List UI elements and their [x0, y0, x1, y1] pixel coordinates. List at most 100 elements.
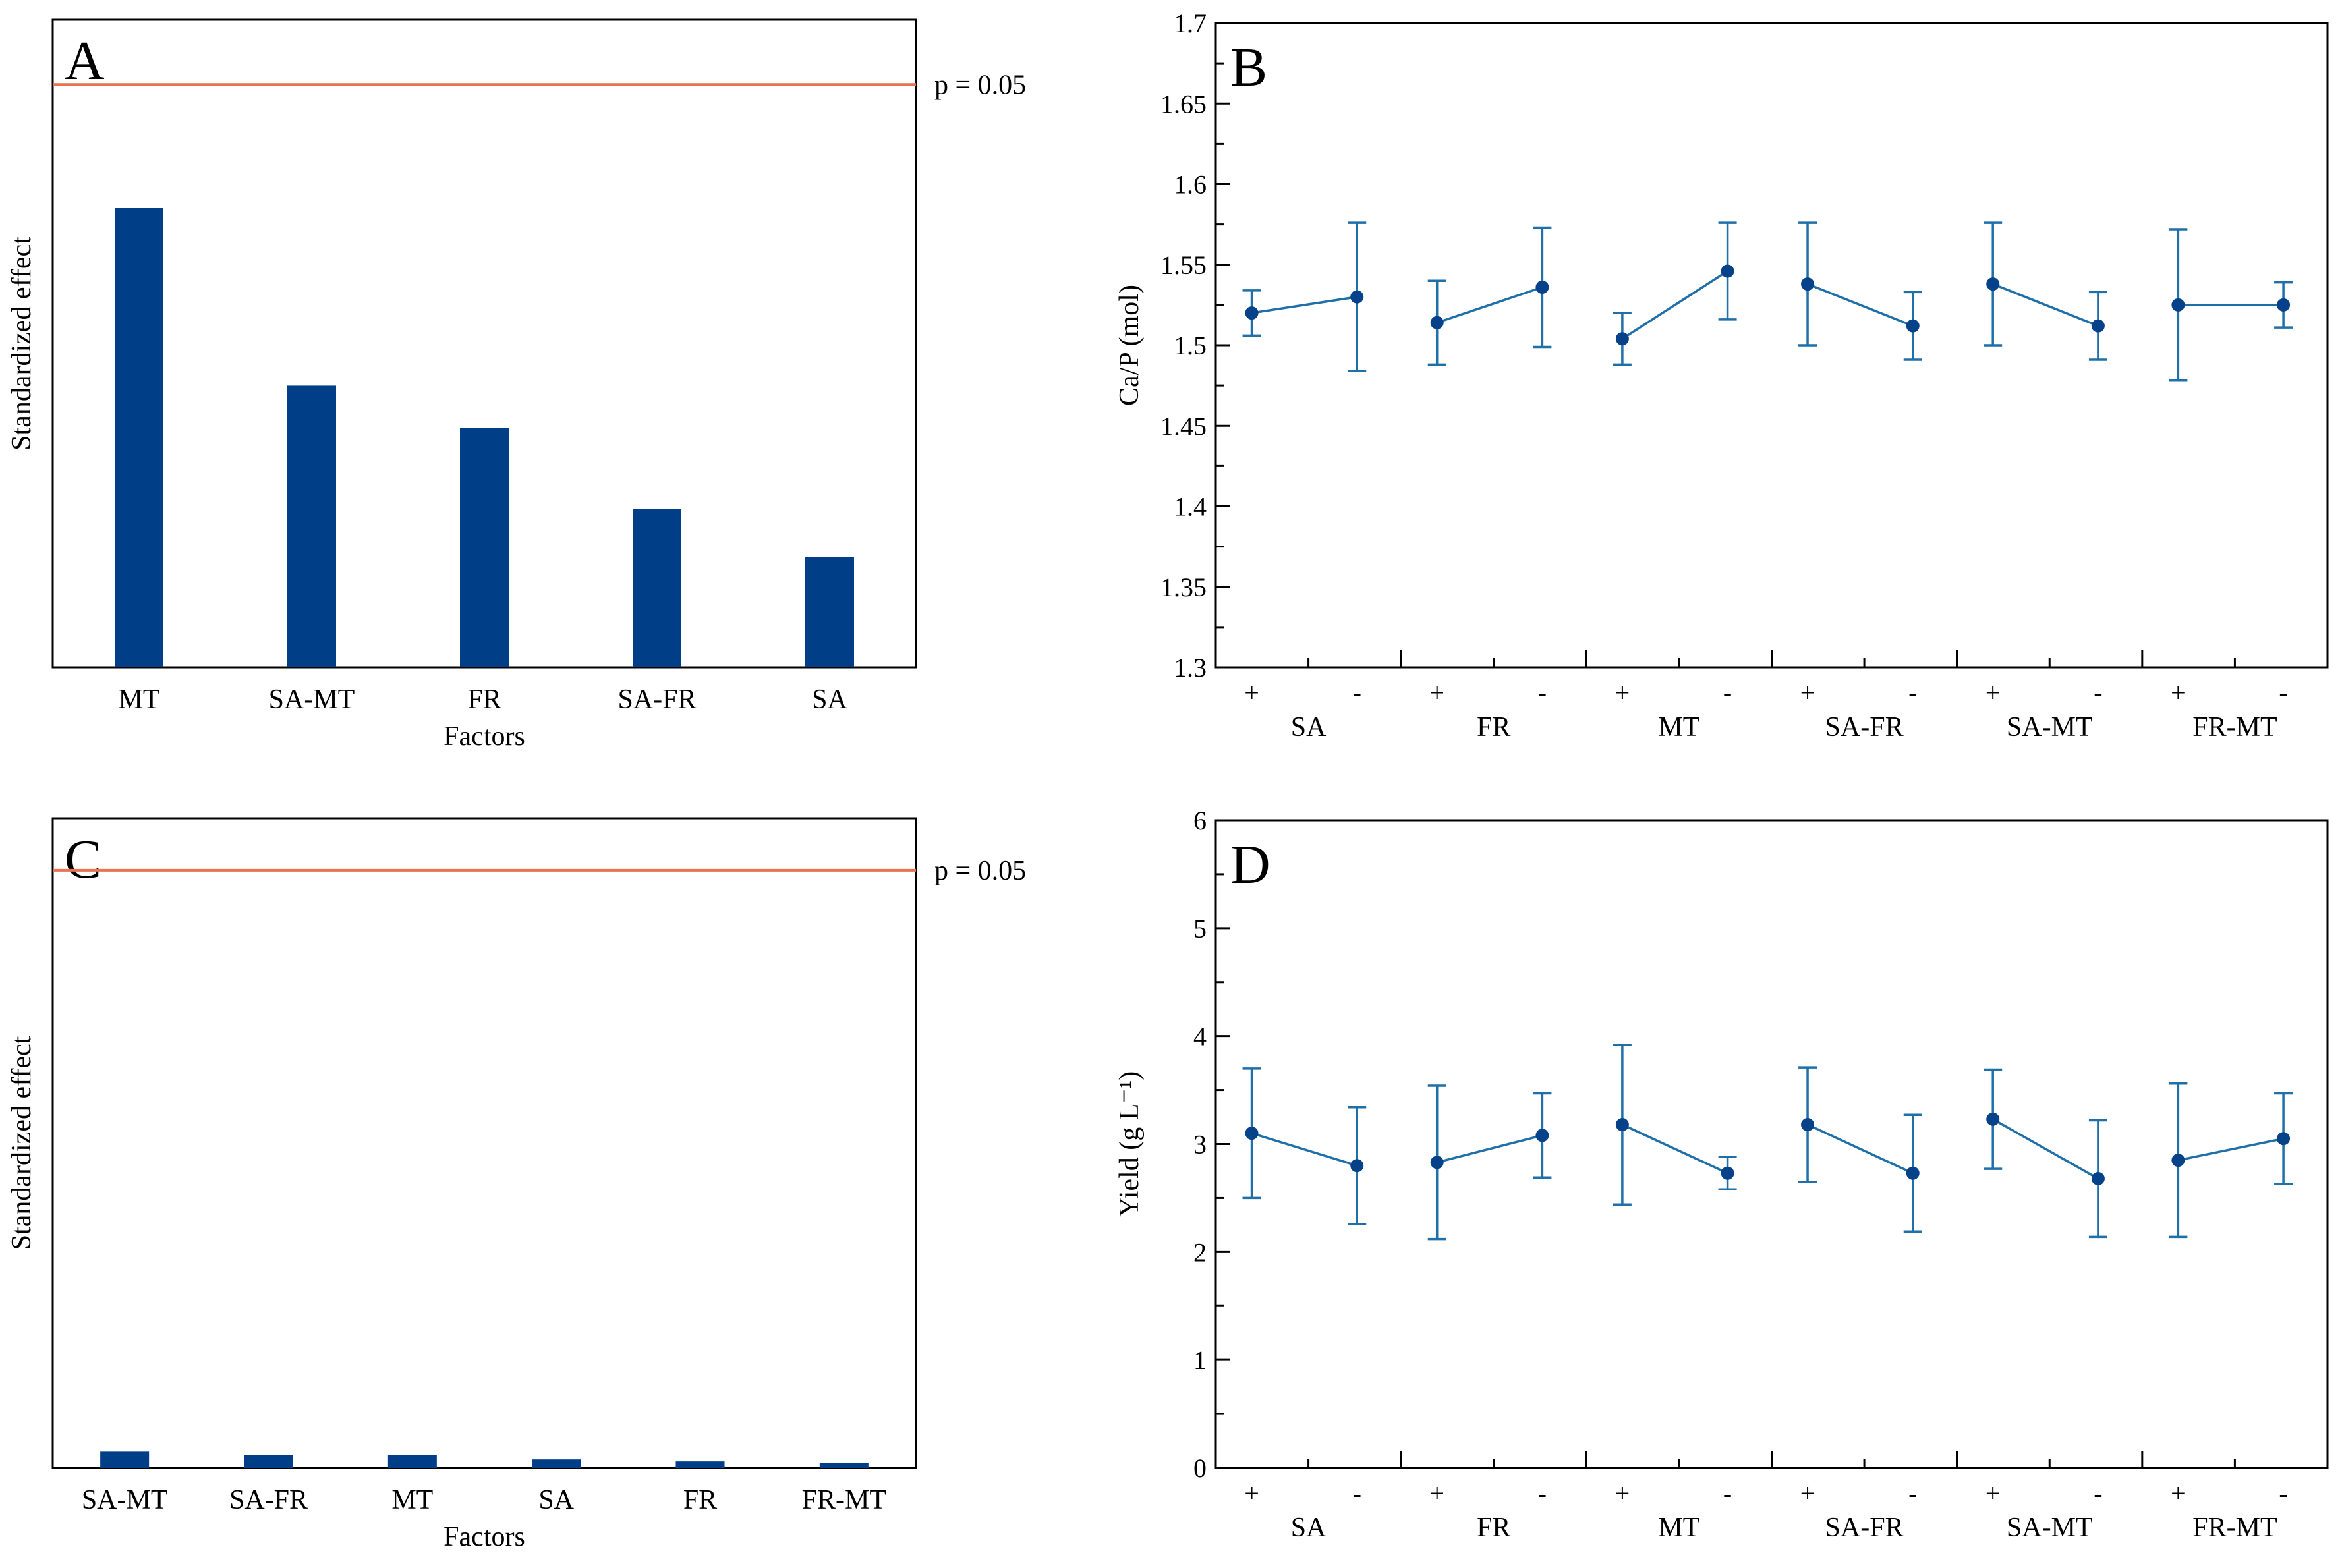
data-point [1535, 280, 1549, 294]
y-tick-label: 1.4 [1174, 492, 1207, 522]
y-axis-title: Standardized effect [7, 237, 37, 451]
series-line-sa [1251, 295, 1357, 314]
bar-fr [460, 428, 509, 667]
plot-frame [1214, 819, 2329, 1469]
series-line-sa [1251, 1132, 1357, 1167]
data-point [1615, 332, 1629, 346]
level-label: + [2171, 678, 2186, 708]
level-label: - [1353, 678, 1361, 708]
group-label: FR-MT [2192, 1513, 2277, 1543]
level-label: - [1908, 678, 1917, 708]
group-label: SA-FR [1825, 1513, 1904, 1543]
level-label: - [1538, 678, 1547, 708]
y-tick-label: 1.7 [1174, 9, 1207, 38]
data-point [2091, 1171, 2105, 1185]
level-label: - [1353, 1478, 1361, 1508]
category-label: FR [683, 1485, 717, 1515]
group-label: SA-FR [1825, 712, 1904, 742]
group-label: SA-MT [2007, 1513, 2093, 1543]
y-tick-label: 1.5 [1174, 331, 1207, 360]
data-point [2277, 298, 2291, 312]
y-tick-label: 0 [1193, 1453, 1207, 1483]
series-line-sa-fr [1807, 283, 1914, 327]
series-line-mt [1622, 1123, 1728, 1175]
data-point [1801, 1118, 1815, 1132]
data-point [1535, 1129, 1549, 1142]
level-label: + [1615, 1478, 1630, 1508]
category-label: SA [812, 685, 847, 715]
data-point [1430, 316, 1444, 329]
y-axis-title: Ca/P (mol) [1114, 285, 1145, 406]
panel-letter: D [1230, 834, 1271, 895]
data-point [1721, 264, 1734, 278]
y-tick-label: 3 [1193, 1130, 1207, 1160]
bar-mt [115, 208, 163, 667]
level-label: + [1985, 678, 2001, 708]
data-point [1615, 1118, 1629, 1132]
y-tick-label: 1.3 [1174, 653, 1207, 683]
bar-sa-fr [244, 1455, 293, 1468]
y-axis-title: Standardized effect [7, 1036, 37, 1250]
bar-mt [387, 1455, 437, 1468]
group-label: SA-MT [2007, 712, 2093, 742]
category-label: FR [467, 685, 501, 715]
category-label: SA-MT [269, 685, 355, 715]
group-label: FR [1477, 712, 1510, 742]
category-label: MT [391, 1485, 433, 1515]
y-tick-label: 1.6 [1174, 170, 1207, 200]
data-point [1906, 1166, 1920, 1180]
y-tick-label: 1.65 [1160, 89, 1207, 119]
series-line-fr-mt [2178, 1137, 2284, 1162]
y-tick-label: 1 [1193, 1345, 1207, 1375]
category-label: MT [119, 685, 160, 715]
data-point [1430, 1156, 1444, 1169]
data-point [2171, 1154, 2185, 1167]
group-label: SA [1291, 1513, 1327, 1543]
group-label: FR-MT [2192, 712, 2277, 742]
category-label: SA [538, 1485, 574, 1515]
bar-sa [805, 557, 854, 667]
group-label: MT [1658, 712, 1699, 742]
level-label: - [2094, 1478, 2102, 1508]
category-label: SA-MT [82, 1485, 168, 1515]
data-point [1906, 319, 1920, 333]
group-label: MT [1658, 1513, 1699, 1543]
data-point [1986, 277, 2000, 291]
y-tick-label: 5 [1193, 914, 1207, 943]
data-point [1350, 1159, 1364, 1173]
level-label: + [1800, 678, 1815, 708]
category-label: FR-MT [802, 1485, 886, 1515]
panel-b: B1.31.351.41.451.51.551.61.651.7+ -SA+ -FR… [1114, 9, 2329, 742]
data-point [2171, 298, 2185, 312]
group-label: FR [1477, 1513, 1510, 1543]
level-label: + [1429, 1478, 1444, 1508]
series-line-fr [1437, 1134, 1543, 1164]
data-point [1245, 306, 1259, 320]
level-label: - [2279, 678, 2287, 708]
series-line-fr [1437, 286, 1543, 324]
panel-letter: B [1230, 37, 1267, 98]
x-axis-title: Factors [443, 1522, 525, 1552]
y-tick-label: 4 [1193, 1022, 1207, 1051]
level-label: + [1244, 678, 1259, 708]
level-label: + [1244, 1478, 1259, 1508]
data-point [2277, 1132, 2291, 1146]
category-label: SA-FR [229, 1485, 308, 1515]
bar-sa-mt [100, 1451, 150, 1468]
y-tick-label: 1.45 [1160, 411, 1207, 441]
data-point [2091, 319, 2105, 333]
level-label: - [1538, 1478, 1547, 1508]
level-label: - [2094, 678, 2102, 708]
series-line-sa-mt [1992, 283, 2099, 327]
bar-sa [532, 1459, 581, 1468]
series-line-mt [1621, 270, 1728, 340]
data-point [1986, 1112, 2000, 1126]
y-tick-label: 1.35 [1160, 573, 1207, 602]
panel-letter: C [65, 829, 101, 890]
y-tick-label: 2 [1193, 1237, 1207, 1267]
plot-frame [1214, 22, 2329, 669]
bar-sa-fr [633, 509, 681, 667]
data-point [1350, 290, 1364, 304]
